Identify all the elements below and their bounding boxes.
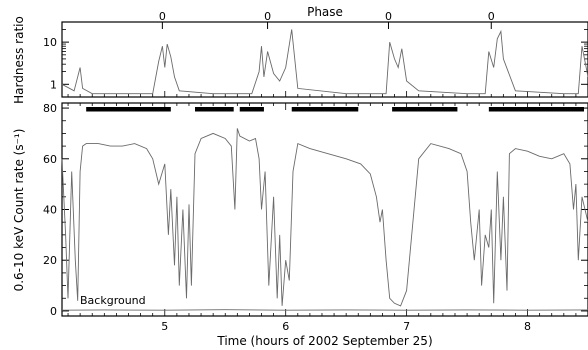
time-tick-label: 6: [282, 320, 289, 333]
phase-tick-label: 0: [385, 10, 392, 23]
observation-bar: [239, 107, 264, 112]
observation-bar: [195, 107, 234, 112]
observation-bar: [392, 107, 458, 112]
time-tick-label: 7: [403, 320, 410, 333]
phase-tick-label: 0: [488, 10, 495, 23]
observation-bar: [488, 107, 584, 112]
observation-bar: [291, 107, 359, 112]
source-count-rate-line: [61, 128, 588, 307]
count-rate-plot-frame: [61, 102, 588, 317]
count-rate-ytick-label: 20: [43, 254, 57, 267]
time-xlabel: Time (hours of 2002 September 25): [216, 334, 432, 348]
hardness-ratio-line: [61, 29, 588, 95]
phase-tick-label: 0: [264, 10, 271, 23]
hardness-ticks: 1 10 0 0 0 0: [43, 10, 588, 98]
time-tick-label: 8: [524, 320, 531, 333]
hardness-ytick-label: 1: [50, 78, 57, 91]
count-rate-ytick-label: 60: [43, 153, 57, 166]
phase-tick-label: 0: [159, 10, 166, 23]
background-line: [61, 309, 588, 311]
count-rate-ytick-label: 80: [43, 102, 57, 115]
count-rate-ticks: 0 20 40 60 80 5 6 7 8: [43, 102, 588, 333]
count-rate-ylabel: 0.6-10 keV Count rate (s⁻¹): [12, 129, 26, 292]
phase-axis-title: Phase: [307, 5, 343, 19]
count-rate-ytick-label: 0: [50, 305, 57, 318]
hardness-panel: 1 10 0 0 0 0 Phase Hardness ratio: [12, 5, 588, 104]
observation-bar: [86, 107, 171, 112]
hardness-ylabel: Hardness ratio: [12, 16, 26, 104]
background-annotation: Background: [80, 294, 146, 307]
observation-bars: [86, 107, 584, 112]
hardness-ytick-label: 10: [43, 36, 57, 49]
time-tick-label: 5: [161, 320, 168, 333]
count-rate-ytick-label: 40: [43, 204, 57, 217]
hardness-plot-frame: [61, 21, 588, 98]
count-rate-panel: 0 20 40 60 80 5 6 7 8 Background 0.6-10 keV Coun…: [12, 102, 588, 348]
